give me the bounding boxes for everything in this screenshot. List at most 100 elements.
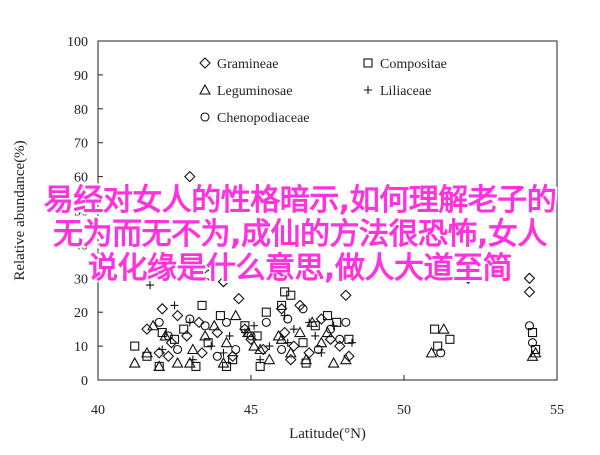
overlay-text-line-3: 说化缘是什么意思,做人大道至简 xyxy=(88,251,512,286)
y-tick-label: 70 xyxy=(74,137,88,152)
data-point-chenopodiaceae xyxy=(154,317,164,327)
data-point-chenopodiaceae xyxy=(185,314,195,324)
data-point-leguminosae xyxy=(141,346,153,358)
data-point-chenopodiaceae xyxy=(173,344,183,355)
data-point-compositae xyxy=(344,334,354,344)
data-point-liliaceae xyxy=(146,281,155,290)
legend-label-leguminosae: Leguminosae xyxy=(217,84,292,99)
data-point-leguminosae xyxy=(171,356,184,368)
data-point-liliaceae xyxy=(256,355,265,364)
y-tick-label: 30 xyxy=(74,272,88,287)
data-point-gramineae xyxy=(180,330,193,342)
legend-label-compositae: Compositae xyxy=(380,57,447,72)
data-point-liliaceae xyxy=(329,321,338,330)
y-tick-label: 60 xyxy=(74,171,88,186)
data-point-compositae xyxy=(179,324,189,334)
data-point-liliaceae xyxy=(289,325,298,334)
data-point-chenopodiaceae xyxy=(436,348,446,358)
data-point-chenopodiaceae xyxy=(335,334,345,344)
data-point-chenopodiaceae xyxy=(261,317,271,327)
data-point-chenopodiaceae xyxy=(313,344,323,355)
data-point-gramineae xyxy=(171,309,184,322)
data-point-compositae xyxy=(322,311,333,321)
data-point-liliaceae xyxy=(347,338,356,347)
data-point-liliaceae xyxy=(317,348,326,357)
data-point-chenopodiaceae xyxy=(200,321,210,331)
data-point-leguminosae xyxy=(208,319,221,331)
data-point-chenopodiaceae xyxy=(298,304,308,314)
data-point-liliaceae xyxy=(240,328,249,337)
data-point-leguminosae xyxy=(339,353,352,365)
data-point-leguminosae xyxy=(321,326,334,338)
data-point-chenopodiaceae xyxy=(212,351,222,361)
overlay-text-line-1: 易经对女人的性格暗示,如何理解老子的 xyxy=(43,183,557,218)
data-point-liliaceae xyxy=(207,342,216,351)
data-point-gramineae xyxy=(211,326,224,339)
data-point-gramineae xyxy=(523,286,536,298)
data-point-liliaceae xyxy=(219,348,228,357)
y-tick-label: 50 xyxy=(74,205,88,220)
data-point-leguminosae xyxy=(526,350,539,361)
data-point-compositae xyxy=(191,361,201,371)
data-point-compositae xyxy=(445,334,455,344)
data-point-gramineae xyxy=(324,333,337,346)
data-point-leguminosae xyxy=(220,336,233,348)
data-point-gramineae xyxy=(202,269,214,281)
data-point-chenopodiaceae xyxy=(341,317,351,327)
data-point-gramineae xyxy=(303,347,315,359)
data-point-leguminosae xyxy=(425,346,438,358)
legend-item-gramineae: Gramineae xyxy=(199,57,278,72)
data-point-gramineae xyxy=(434,255,447,268)
legend-marker-chenopodiaceae xyxy=(200,112,210,122)
y-tick-label: 100 xyxy=(67,35,88,50)
data-point-compositae xyxy=(228,355,238,365)
data-point-liliaceae xyxy=(280,311,289,320)
data-point-compositae xyxy=(169,334,180,344)
data-point-gramineae xyxy=(165,336,178,349)
data-point-gramineae xyxy=(193,316,205,329)
data-point-compositae xyxy=(197,300,207,310)
data-point-gramineae xyxy=(462,272,475,285)
legend-label-chenopodiaceae: Chenopodiaceae xyxy=(217,111,310,126)
data-point-leguminosae xyxy=(254,343,267,355)
data-point-leguminosae xyxy=(153,360,166,371)
series-compositae xyxy=(130,287,541,371)
data-point-gramineae xyxy=(315,313,328,325)
data-point-leguminosae xyxy=(229,309,242,321)
data-point-liliaceae xyxy=(250,321,259,330)
data-point-gramineae xyxy=(523,272,536,285)
legend-marker-liliaceae xyxy=(364,86,372,94)
data-point-gramineae xyxy=(162,350,175,363)
legend-item-leguminosae: Leguminosae xyxy=(199,83,292,99)
y-tick-label: 80 xyxy=(74,103,88,118)
data-point-chenopodiaceae xyxy=(163,331,173,341)
data-point-liliaceae xyxy=(170,301,179,310)
data-point-gramineae xyxy=(288,340,300,352)
data-point-leguminosae xyxy=(300,353,313,365)
x-tick-label: 50 xyxy=(397,403,411,418)
y-tick-label: 40 xyxy=(74,238,88,253)
data-point-compositae xyxy=(130,341,140,351)
data-point-chenopodiaceae xyxy=(326,324,336,334)
legend-label-liliaceae: Liliaceae xyxy=(380,84,431,99)
legend-label-gramineae: Gramineae xyxy=(217,57,278,72)
data-point-compositae xyxy=(286,290,296,300)
legend-item-compositae: Compositae xyxy=(363,57,447,72)
data-point-gramineae xyxy=(257,343,270,356)
data-point-chenopodiaceae xyxy=(527,338,538,348)
data-point-compositae xyxy=(332,317,342,327)
data-point-gramineae xyxy=(141,323,153,335)
data-point-compositae xyxy=(203,338,213,348)
data-point-compositae xyxy=(430,324,440,334)
data-point-gramineae xyxy=(217,275,230,288)
y-tick-label: 10 xyxy=(74,340,88,355)
y-axis-title: Relative abundance(%) xyxy=(12,140,28,280)
data-point-leguminosae xyxy=(248,339,260,351)
x-tick-label: 55 xyxy=(550,403,564,418)
data-point-liliaceae xyxy=(311,331,320,340)
legend-marker-compositae xyxy=(363,58,373,68)
series-liliaceae xyxy=(146,281,356,364)
data-point-chenopodiaceae xyxy=(231,344,241,355)
data-point-leguminosae xyxy=(147,319,160,331)
